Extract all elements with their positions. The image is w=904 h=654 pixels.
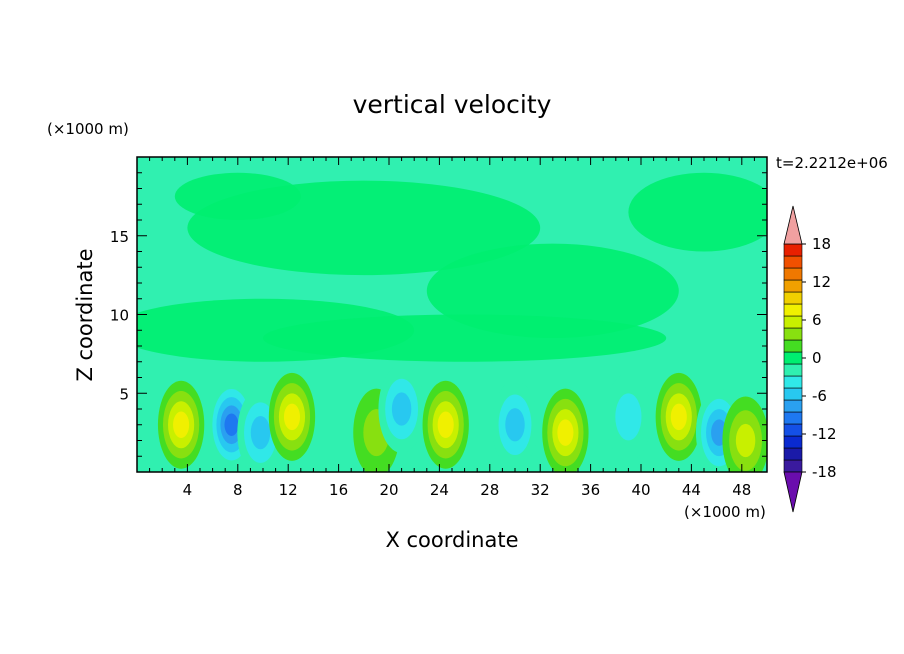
y-unit-label: (×1000 m) (47, 120, 129, 138)
colorbar-swatch (783, 303, 803, 317)
updraft-cell (157, 380, 205, 469)
chart-title: vertical velocity (353, 90, 552, 119)
downdraft-cell (605, 372, 652, 461)
y-axis-label: Z coordinate (73, 248, 97, 381)
field-patch (426, 243, 679, 339)
field-patch (628, 172, 767, 252)
x-tick-label: 8 (233, 481, 243, 499)
time-label: t=2.2212e+06 (776, 154, 888, 172)
colorbar-tick-label: 0 (812, 349, 822, 367)
field-patch (263, 314, 667, 362)
downdraft-cell (491, 380, 539, 469)
colorbar-swatch (783, 411, 803, 425)
colorbar-max-arrow (783, 205, 803, 245)
contour-band (224, 413, 239, 436)
updraft-cell (422, 380, 469, 469)
x-axis-ticks: 4 8 12 16 20 24 28 32 36 40 44 48 (149, 157, 755, 499)
colorbar-swatch (783, 375, 803, 389)
colorbar-swatch (783, 459, 803, 473)
colorbar-swatch (783, 447, 803, 461)
colorbar-swatch (783, 267, 803, 281)
x-tick-label: 28 (480, 481, 499, 499)
colorbar-tick-label: 6 (812, 311, 822, 329)
colorbar-swatch (783, 327, 803, 341)
updraft-cell (542, 388, 589, 472)
colorbar-tick-label: -12 (812, 425, 837, 443)
x-tick-label: 32 (531, 481, 550, 499)
x-tick-label: 24 (430, 481, 449, 499)
y-tick-label: 5 (119, 385, 129, 403)
contour-band (437, 411, 454, 438)
contour-band (615, 393, 642, 441)
colorbar-swatch (783, 291, 803, 305)
x-tick-label: 16 (329, 481, 348, 499)
colorbar-swatch (783, 363, 803, 377)
colorbar-swatch (783, 315, 803, 329)
contour-band (557, 419, 574, 446)
contour-band (505, 408, 525, 442)
x-tick-label: 4 (183, 481, 193, 499)
contour-band (283, 403, 301, 431)
x-unit-label: (×1000 m) (684, 503, 766, 521)
x-tick-label: 12 (279, 481, 298, 499)
x-tick-label: 36 (581, 481, 600, 499)
colorbar-swatch (783, 255, 803, 269)
plot-area (137, 157, 767, 472)
contour-band (735, 423, 756, 458)
x-axis-label: X coordinate (385, 528, 518, 552)
downdraft-cell (378, 365, 425, 453)
colorbar-tick-label: 18 (812, 235, 831, 253)
y-axis-ticks: 5 10 15 (110, 172, 767, 457)
y-tick-label: 10 (110, 307, 129, 325)
field-patch (174, 172, 301, 220)
colorbar: 18 12 6 0 -6 -12 -18 (783, 205, 837, 513)
colorbar-swatch (783, 351, 803, 365)
x-tick-label: 20 (379, 481, 398, 499)
colorbar-tick-label: -18 (812, 463, 837, 481)
colorbar-swatch (783, 279, 803, 293)
updraft-cell (655, 372, 702, 461)
colorbar-min-arrow (783, 471, 803, 513)
x-tick-label: 44 (682, 481, 701, 499)
colorbar-tick-label: 12 (812, 273, 831, 291)
contour-band (250, 415, 271, 450)
contour-band (670, 403, 687, 431)
colorbar-swatch (783, 423, 803, 437)
updraft-cell (268, 372, 316, 461)
contour-band (173, 411, 190, 438)
colorbar-tick-label: -6 (812, 387, 827, 405)
colorbar-swatch (783, 243, 803, 257)
colorbar-swatch (783, 435, 803, 449)
colorbar-swatch (783, 339, 803, 353)
contour-band (391, 392, 412, 426)
colorbar-swatch (783, 387, 803, 401)
field-layer (157, 365, 767, 472)
updraft-cell (722, 396, 767, 472)
x-tick-label: 48 (732, 481, 751, 499)
colorbar-swatch (783, 399, 803, 413)
x-tick-label: 40 (631, 481, 650, 499)
y-tick-label: 15 (110, 228, 129, 246)
